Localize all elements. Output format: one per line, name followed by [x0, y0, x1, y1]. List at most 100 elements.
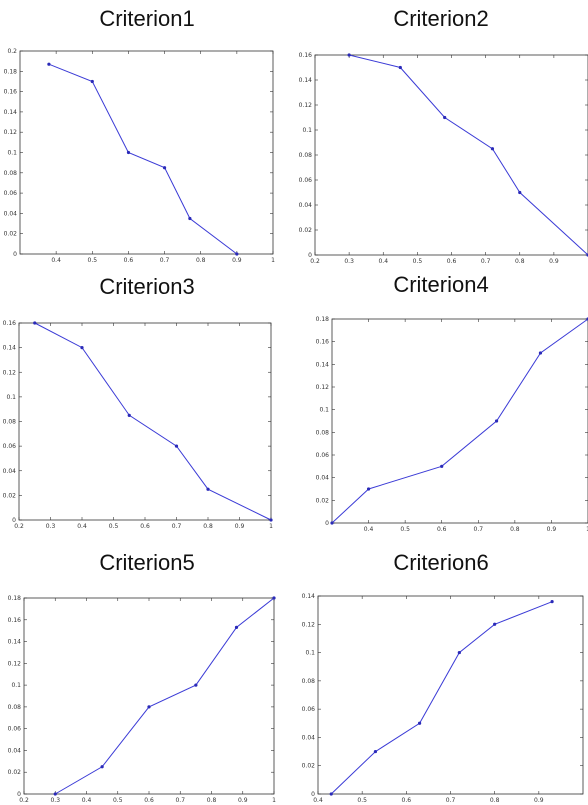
y-tick-label: 0 — [13, 251, 17, 258]
x-tick-label: 0.3 — [344, 258, 354, 265]
y-tick-label: 0.14 — [8, 639, 22, 646]
y-tick-label: 0 — [17, 791, 21, 798]
x-tick-label: 0.6 — [140, 523, 150, 530]
y-tick-label: 0.14 — [299, 77, 313, 84]
data-point — [457, 650, 461, 655]
x-tick-label: 0.8 — [207, 797, 217, 804]
data-point — [493, 622, 497, 626]
chart-title: Criterion4 — [393, 272, 489, 297]
chart-title: Criterion3 — [99, 274, 195, 299]
data-point — [550, 600, 554, 604]
data-point — [127, 413, 131, 417]
x-tick-label: 0.6 — [447, 258, 457, 265]
data-point — [80, 346, 84, 350]
x-tick-label: 0.6 — [144, 797, 154, 804]
series-line — [348, 54, 588, 256]
data-point — [538, 351, 543, 355]
data-point — [440, 464, 444, 468]
data-point — [188, 216, 192, 221]
series-line — [34, 322, 272, 521]
y-tick-label: 0.16 — [3, 320, 17, 327]
data-point — [272, 596, 276, 600]
series-line — [48, 63, 238, 255]
chart-panel-criterion6: Criterion6 0 0.02 0.04 0.06 0.08 0.1 0.12 0.14 0… — [294, 536, 588, 805]
y-tick-label: 0.04 — [4, 210, 18, 217]
y-tick-label: 0.08 — [302, 678, 316, 685]
y-tick-label: 0.02 — [302, 763, 316, 770]
x-tick-label: 0.8 — [515, 258, 525, 265]
data-point — [490, 147, 495, 151]
y-tick-label: 0.12 — [3, 369, 17, 376]
x-tick-label: 0.4 — [77, 523, 87, 530]
y-tick-label: 0.06 — [3, 443, 17, 450]
y-tick-label: 0.02 — [299, 227, 313, 234]
x-tick-label: 0.2 — [14, 523, 24, 530]
chart-panel-criterion4: Criterion4 0 0.02 0.04 0.06 0.08 0.1 0.12 0.14 0… — [294, 268, 588, 536]
data-point — [494, 419, 499, 423]
plot-frame — [331, 318, 588, 524]
x-tick-label: 0.4 — [82, 797, 92, 804]
data-point — [53, 792, 57, 796]
data-point — [347, 53, 351, 57]
y-tick-label: 0.1 — [7, 150, 17, 157]
x-tick-label: 0.7 — [481, 258, 491, 265]
x-tick-label: 0.9 — [232, 257, 242, 264]
series-line — [331, 318, 588, 524]
x-tick-label: 0.5 — [400, 526, 410, 533]
data-point — [147, 705, 151, 709]
x-tick-label: 0.5 — [413, 258, 423, 265]
x-tick-label: 0.5 — [113, 797, 123, 804]
y-tick-label: 0.06 — [4, 190, 18, 197]
y-tick-label: 0.12 — [8, 660, 22, 667]
chart-plot: 0 0.02 0.04 0.06 0.08 0.1 0.12 0.14 0.16 0.18 0.2 0… — [4, 48, 275, 264]
y-tick-label: 0.04 — [316, 475, 330, 482]
x-tick-label: 0.4 — [364, 526, 374, 533]
y-tick-label: 0.14 — [302, 593, 316, 600]
series-line — [54, 597, 275, 795]
x-tick-label: 1 — [271, 257, 275, 264]
y-tick-label: 0.02 — [8, 769, 22, 776]
y-tick-label: 0.16 — [4, 89, 18, 96]
data-point — [194, 683, 198, 687]
data-point — [417, 721, 422, 725]
data-point — [398, 65, 402, 70]
chart-panel-criterion5: Criterion5 0 0.02 0.04 0.06 0.08 0.1 0.12 0.14 0… — [0, 536, 294, 805]
y-tick-label: 0.08 — [316, 429, 330, 436]
plot-frame — [314, 54, 588, 256]
x-tick-label: 0.8 — [203, 523, 213, 530]
x-tick-label: 0.5 — [88, 257, 98, 264]
y-tick-label: 0.18 — [4, 68, 18, 75]
x-tick-label: 0.6 — [402, 797, 412, 804]
data-point — [235, 252, 239, 256]
x-tick-label: 0.2 — [19, 797, 29, 804]
y-tick-label: 0.14 — [316, 361, 330, 368]
x-tick-label: 0.4 — [378, 258, 388, 265]
x-tick-label: 0.9 — [238, 797, 248, 804]
x-tick-label: 0.6 — [124, 257, 134, 264]
x-tick-label: 0.8 — [510, 526, 520, 533]
data-point — [330, 521, 334, 525]
y-tick-label: 0.1 — [6, 394, 16, 401]
y-tick-label: 0.04 — [302, 734, 316, 741]
x-tick-label: 0.5 — [109, 523, 119, 530]
chart-plot: 0 0.02 0.04 0.06 0.08 0.1 0.12 0.14 0.4 0.5 0.6 0.7… — [302, 593, 584, 804]
y-tick-label: 0.08 — [8, 704, 22, 711]
y-tick-label: 0.06 — [316, 452, 330, 459]
y-tick-label: 0.2 — [7, 48, 17, 55]
chart-title: Criterion6 — [393, 550, 489, 575]
data-point — [100, 765, 104, 769]
y-tick-label: 0.02 — [3, 492, 17, 499]
y-tick-label: 0.08 — [3, 419, 17, 426]
x-tick-label: 0.8 — [490, 797, 500, 804]
y-tick-label: 0.16 — [299, 52, 313, 59]
x-tick-label: 0.9 — [547, 526, 557, 533]
y-tick-label: 0.1 — [302, 127, 312, 134]
data-point — [443, 115, 447, 120]
x-tick-label: 0.2 — [310, 258, 320, 265]
x-tick-label: 0.9 — [235, 523, 245, 530]
y-tick-label: 0.04 — [3, 468, 17, 475]
y-tick-label: 0 — [311, 791, 315, 798]
y-tick-label: 0.04 — [8, 747, 22, 754]
x-tick-label: 0.8 — [196, 257, 206, 264]
chart-panel-criterion3: Criterion3 0 0.02 0.04 0.06 0.08 0.1 0.12 0.14 0… — [0, 268, 294, 536]
